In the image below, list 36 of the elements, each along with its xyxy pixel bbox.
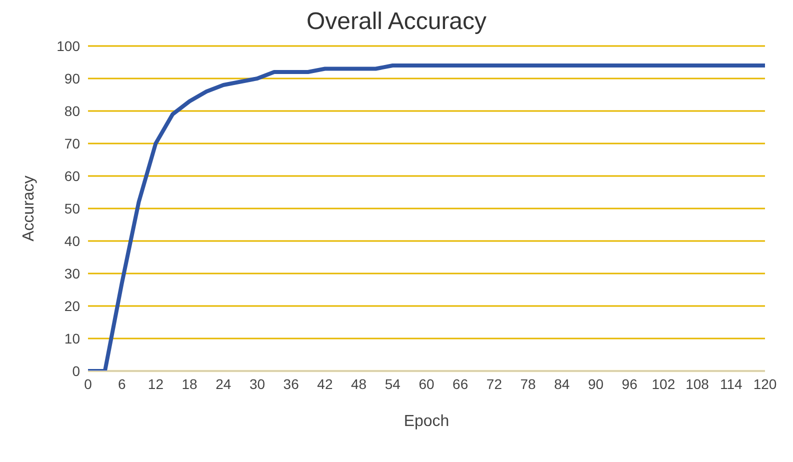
x-tick-label: 72 bbox=[486, 376, 502, 392]
x-axis-title: Epoch bbox=[404, 413, 450, 430]
x-tick-label: 60 bbox=[418, 376, 434, 392]
x-tick-label: 36 bbox=[283, 376, 300, 392]
y-tick-label: 50 bbox=[64, 200, 80, 216]
y-tick-label: 40 bbox=[64, 232, 80, 249]
y-axis-title: Accuracy bbox=[20, 176, 38, 242]
y-tick-label: 20 bbox=[64, 298, 80, 314]
x-tick-label: 42 bbox=[317, 376, 333, 392]
y-tick-label: 80 bbox=[64, 102, 80, 119]
x-tick-label: 96 bbox=[622, 376, 638, 392]
y-tick-label: 30 bbox=[64, 265, 80, 282]
y-tick-label: 10 bbox=[64, 330, 80, 346]
x-tick-label: 30 bbox=[249, 376, 266, 392]
x-tick-label: 48 bbox=[351, 376, 367, 392]
x-tick-label: 78 bbox=[520, 376, 536, 392]
y-tick-label: 90 bbox=[64, 70, 80, 86]
line-series bbox=[88, 64, 765, 371]
x-tick-label: 18 bbox=[182, 376, 198, 392]
x-tick-label: 102 bbox=[652, 376, 676, 392]
chart-title: Overall Accuracy bbox=[305, 8, 488, 36]
x-tick-label: 108 bbox=[686, 376, 710, 392]
x-tick-label: 120 bbox=[753, 376, 777, 392]
x-tick-label: 0 bbox=[84, 376, 92, 392]
x-tick-label: 6 bbox=[118, 376, 126, 392]
x-tick-label: 12 bbox=[148, 376, 164, 392]
x-tick-label: 84 bbox=[554, 376, 570, 392]
x-tick-label: 54 bbox=[384, 376, 401, 392]
x-tick-label: 90 bbox=[588, 376, 604, 392]
y-tick-label: 60 bbox=[64, 168, 80, 184]
x-tick-label: 24 bbox=[216, 376, 232, 392]
x-tick-label: 114 bbox=[720, 376, 743, 392]
y-tick-label: 100 bbox=[56, 38, 80, 54]
y-tick-label: 0 bbox=[72, 362, 80, 379]
y-tick-label: 70 bbox=[64, 135, 80, 152]
x-tick-label: 66 bbox=[452, 376, 468, 392]
